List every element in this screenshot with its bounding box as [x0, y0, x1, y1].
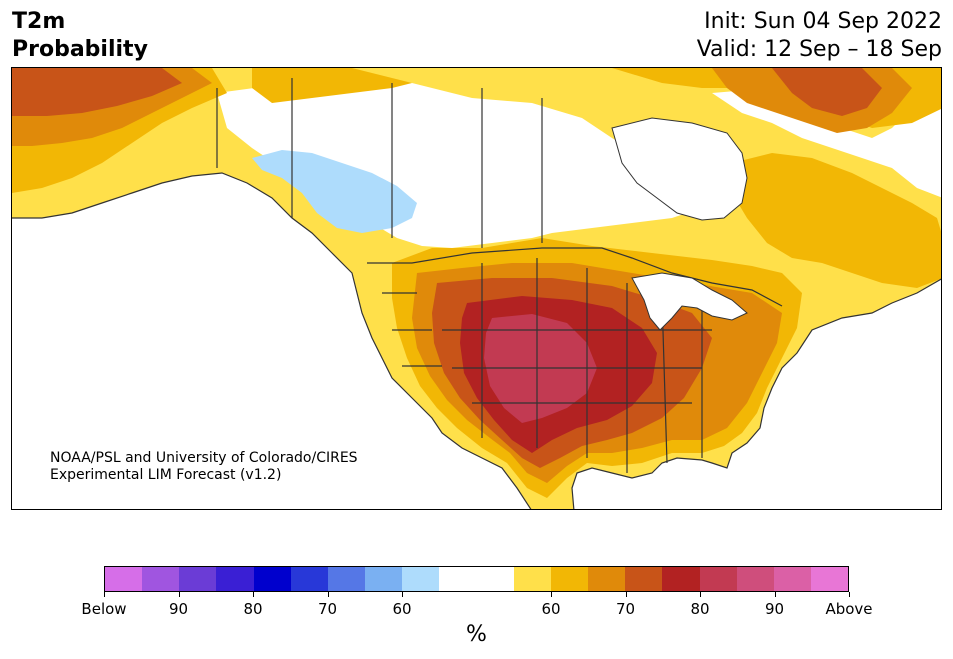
colorbar-cell	[439, 567, 477, 591]
colorbar-tick-label: Above	[825, 600, 873, 618]
colorbar-tick	[402, 592, 403, 597]
credit-line-1: NOAA/PSL and University of Colorado/CIRE…	[50, 450, 358, 466]
date-info: Init: Sun 04 Sep 2022 Valid: 12 Sep – 18…	[697, 8, 942, 64]
init-date: Init: Sun 04 Sep 2022	[704, 9, 942, 34]
colorbar	[104, 566, 849, 592]
map-svg	[12, 68, 941, 509]
colorbar-cell	[142, 567, 180, 591]
colorbar-cell	[588, 567, 626, 591]
colorbar-cell	[476, 567, 514, 591]
political-borders	[12, 78, 941, 509]
colorbar-cell	[662, 567, 700, 591]
credit-line-2: Experimental LIM Forecast (v1.2)	[50, 467, 282, 483]
great-lakes	[631, 272, 748, 331]
colorbar-cell	[773, 567, 811, 591]
colorbar-tick-label: 90	[168, 600, 189, 618]
valid-range: Valid: 12 Sep – 18 Sep	[696, 37, 942, 62]
near-normal-region-east	[712, 88, 941, 198]
prob-75-80-alaska	[12, 68, 182, 116]
colorbar-tick	[104, 592, 105, 597]
title-line-1: T2m	[12, 9, 66, 34]
colorbar-cell	[625, 567, 663, 591]
colorbar-tick-label: 80	[243, 600, 263, 618]
colorbar-cell	[736, 567, 774, 591]
colorbar-tick-label: 70	[615, 600, 636, 618]
colorbar-cell	[327, 567, 366, 591]
prob-75-80-labrador	[772, 68, 882, 116]
colorbar-cell	[550, 567, 589, 591]
colorbar-cell	[513, 567, 551, 591]
colorbar-tick-label: 70	[317, 600, 338, 618]
colorbar-cell	[253, 567, 291, 591]
colorbar-tick	[253, 592, 254, 597]
colorbar-tick-label: 60	[392, 600, 412, 618]
colorbar-tick	[774, 592, 776, 597]
credit-text: NOAA/PSL and University of Colorado/CIRE…	[50, 450, 358, 484]
below-normal-region	[252, 150, 417, 233]
colorbar-unit: %	[466, 622, 487, 647]
colorbar-tick	[700, 592, 701, 597]
colorbar-cell	[810, 567, 849, 591]
colorbar-cell	[216, 567, 254, 591]
colorbar-tick-label: 80	[690, 600, 710, 618]
colorbar-tick	[849, 592, 850, 597]
chart-title: T2m Probability	[12, 8, 148, 64]
forecast-map: NOAA/PSL and University of Colorado/CIRE…	[11, 67, 942, 510]
colorbar-tick	[178, 592, 180, 597]
colorbar-cell	[402, 567, 440, 591]
colorbar-tick	[625, 592, 627, 597]
colorbar-tick-label: 60	[541, 600, 561, 618]
colorbar-tick	[551, 592, 552, 597]
title-line-2: Probability	[12, 37, 148, 62]
colorbar-cell	[699, 567, 737, 591]
hudson-bay	[611, 117, 748, 221]
colorbar-cell	[179, 567, 217, 591]
prob-60-70-northeast-canada	[732, 153, 941, 288]
colorbar-tick-label: Below	[81, 600, 127, 618]
colorbar-cell	[290, 567, 328, 591]
colorbar-tick-label: 90	[764, 600, 785, 618]
colorbar-cell	[105, 567, 143, 591]
colorbar-tick	[327, 592, 329, 597]
colorbar-cell	[365, 567, 403, 591]
